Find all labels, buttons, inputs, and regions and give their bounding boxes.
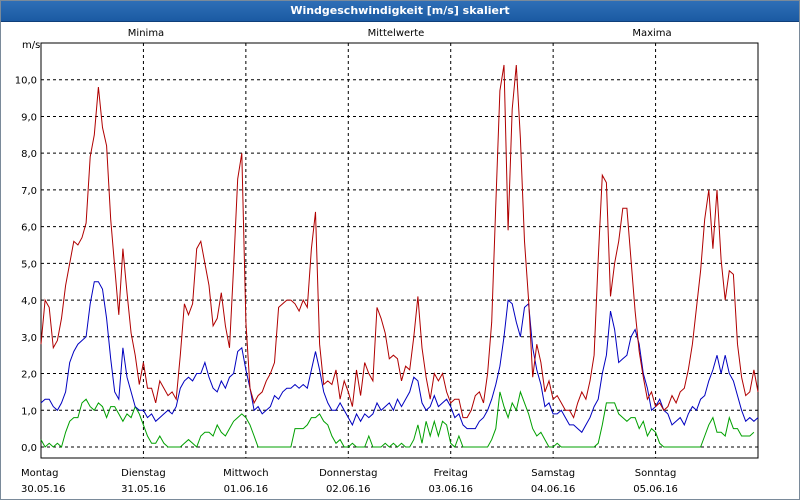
x-tick-label: Sonntag [635,468,677,479]
chart-canvas: 0,0 1,0 2,0 3,0 4,0 5,0 6,0 7,0 8,0 9,0 10,0 m/s Mon… [15,28,759,495]
x-tick-label: 30.05.16 [21,484,66,495]
series-line [40,64,759,419]
x-tick-label: Donnerstag [319,468,377,479]
y-tick-label: 5,0 [21,259,37,270]
x-tick-label: Dienstag [121,468,166,479]
legend-item: Minima [128,28,164,39]
y-tick-label: 2,0 [21,370,37,381]
y-axis-label: m/s [22,40,40,51]
x-tick-label: 02.06.16 [326,484,371,495]
y-tick-label: 4,0 [21,296,37,307]
x-tick-label: 05.06.16 [633,484,678,495]
y-tick-label: 8,0 [21,149,37,160]
y-tick-label: 0,0 [21,443,37,454]
plot-frame [40,42,759,459]
y-tick-label: 7,0 [21,186,37,197]
x-tick-label: 01.06.16 [224,484,269,495]
legend-item: Maxima [632,28,671,39]
x-tick-label: 31.05.16 [121,484,166,495]
y-tick-label: 3,0 [21,333,37,344]
series-line [40,281,759,434]
y-tick-label: 1,0 [21,406,37,417]
y-tick-label: 9,0 [21,112,37,123]
window-title: Windgeschwindigkeit [m/s] skaliert [1,1,799,22]
y-tick-label: 10,0 [15,76,37,87]
x-tick-label: Freitag [434,468,468,479]
x-tick-label: Samstag [531,468,575,479]
legend-item: Mittelwerte [368,28,425,39]
x-tick-label: 04.06.16 [531,484,576,495]
y-tick-label: 6,0 [21,223,37,234]
x-tick-label: Montag [21,468,58,479]
series-line [40,390,755,448]
x-tick-label: 03.06.16 [428,484,473,495]
x-tick-label: Mittwoch [223,468,268,479]
